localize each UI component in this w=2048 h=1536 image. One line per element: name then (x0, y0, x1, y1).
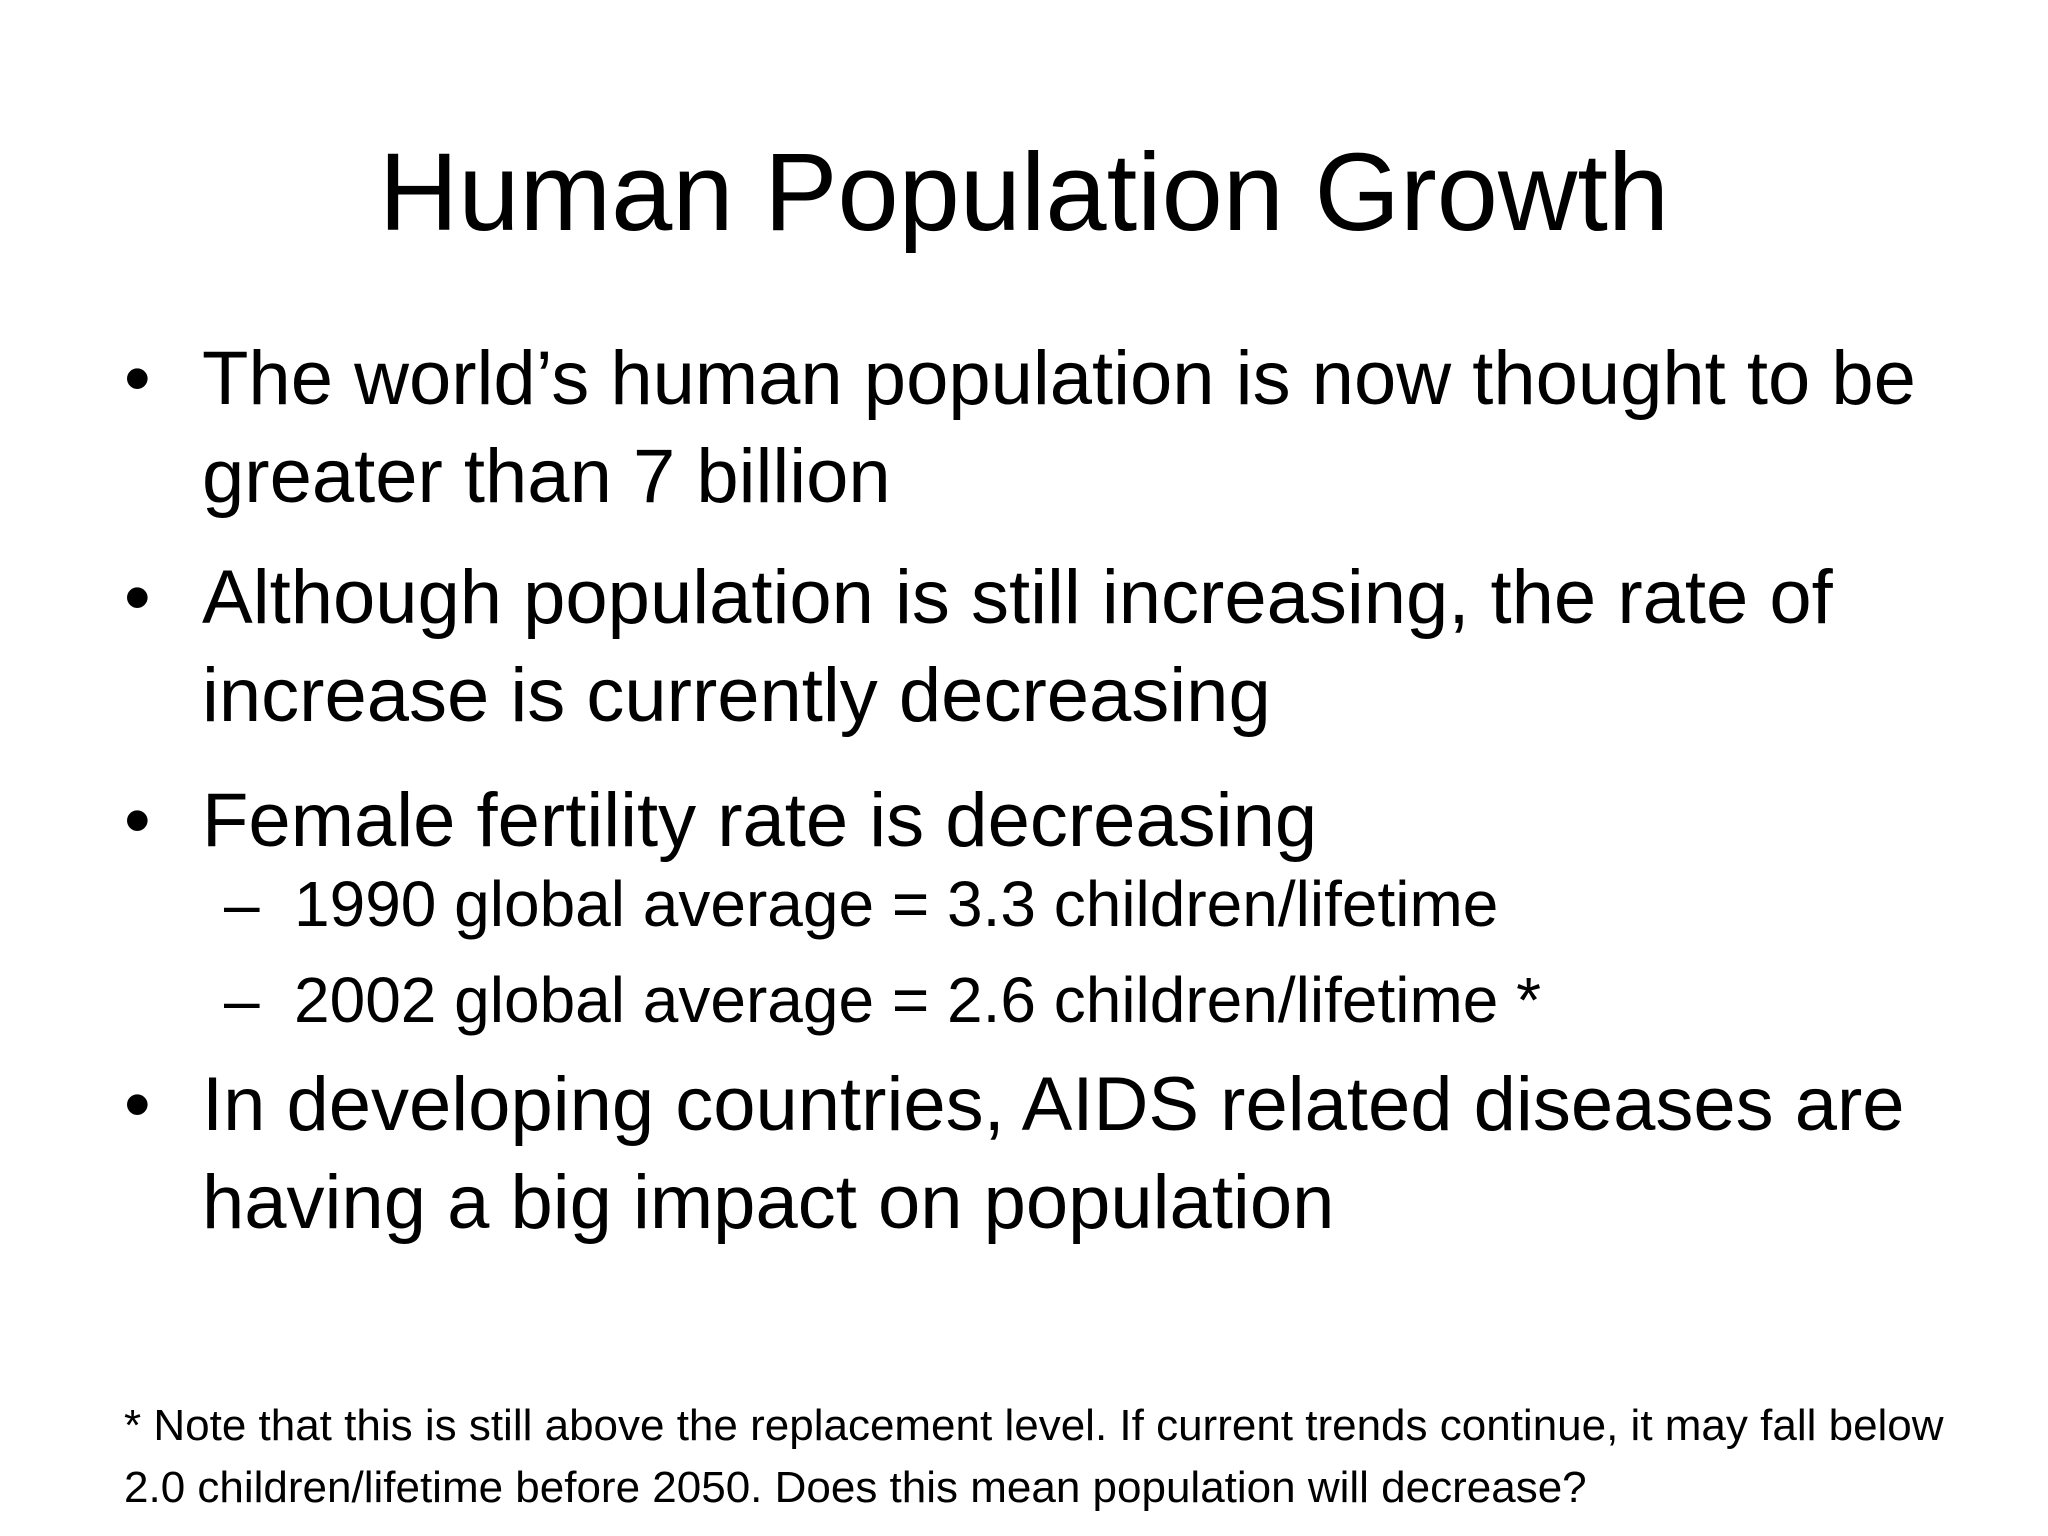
bullet-marker: • (124, 555, 151, 640)
footnote: * Note that this is still above the repl… (124, 1401, 1944, 1512)
sub-bullet-item: – 1990 global average = 3.3 children/lif… (124, 856, 1984, 952)
sub-bullet-marker: – (224, 868, 260, 940)
bullet-text: Although population is still increasing,… (202, 555, 1833, 738)
bullet-item: • In developing countries, AIDS related … (124, 1056, 1984, 1252)
sub-bullet-item: – 2002 global average = 2.6 children/lif… (124, 952, 1984, 1048)
sub-bullet-list: – 1990 global average = 3.3 children/lif… (124, 856, 1984, 1048)
sub-bullet-marker: – (224, 964, 260, 1036)
bullet-marker: • (124, 778, 151, 863)
bullet-marker: • (124, 336, 151, 421)
bullet-text: The world’s human population is now thou… (202, 336, 1916, 519)
sub-bullet-text: 1990 global average = 3.3 children/lifet… (294, 868, 1499, 940)
bullet-item: • The world’s human population is now th… (124, 330, 1984, 526)
bullet-list: • The world’s human population is now th… (124, 330, 1984, 1279)
bullet-marker: • (124, 1062, 151, 1147)
bullet-item: • Female fertility rate is decreasing (124, 772, 1984, 870)
sub-bullet-text: 2002 global average = 2.6 children/lifet… (294, 964, 1542, 1036)
bullet-text: In developing countries, AIDS related di… (202, 1062, 1905, 1245)
slide-title: Human Population Growth (378, 131, 1670, 254)
bullet-item: • Although population is still increasin… (124, 549, 1984, 745)
bullet-text: Female fertility rate is decreasing (202, 778, 1318, 863)
